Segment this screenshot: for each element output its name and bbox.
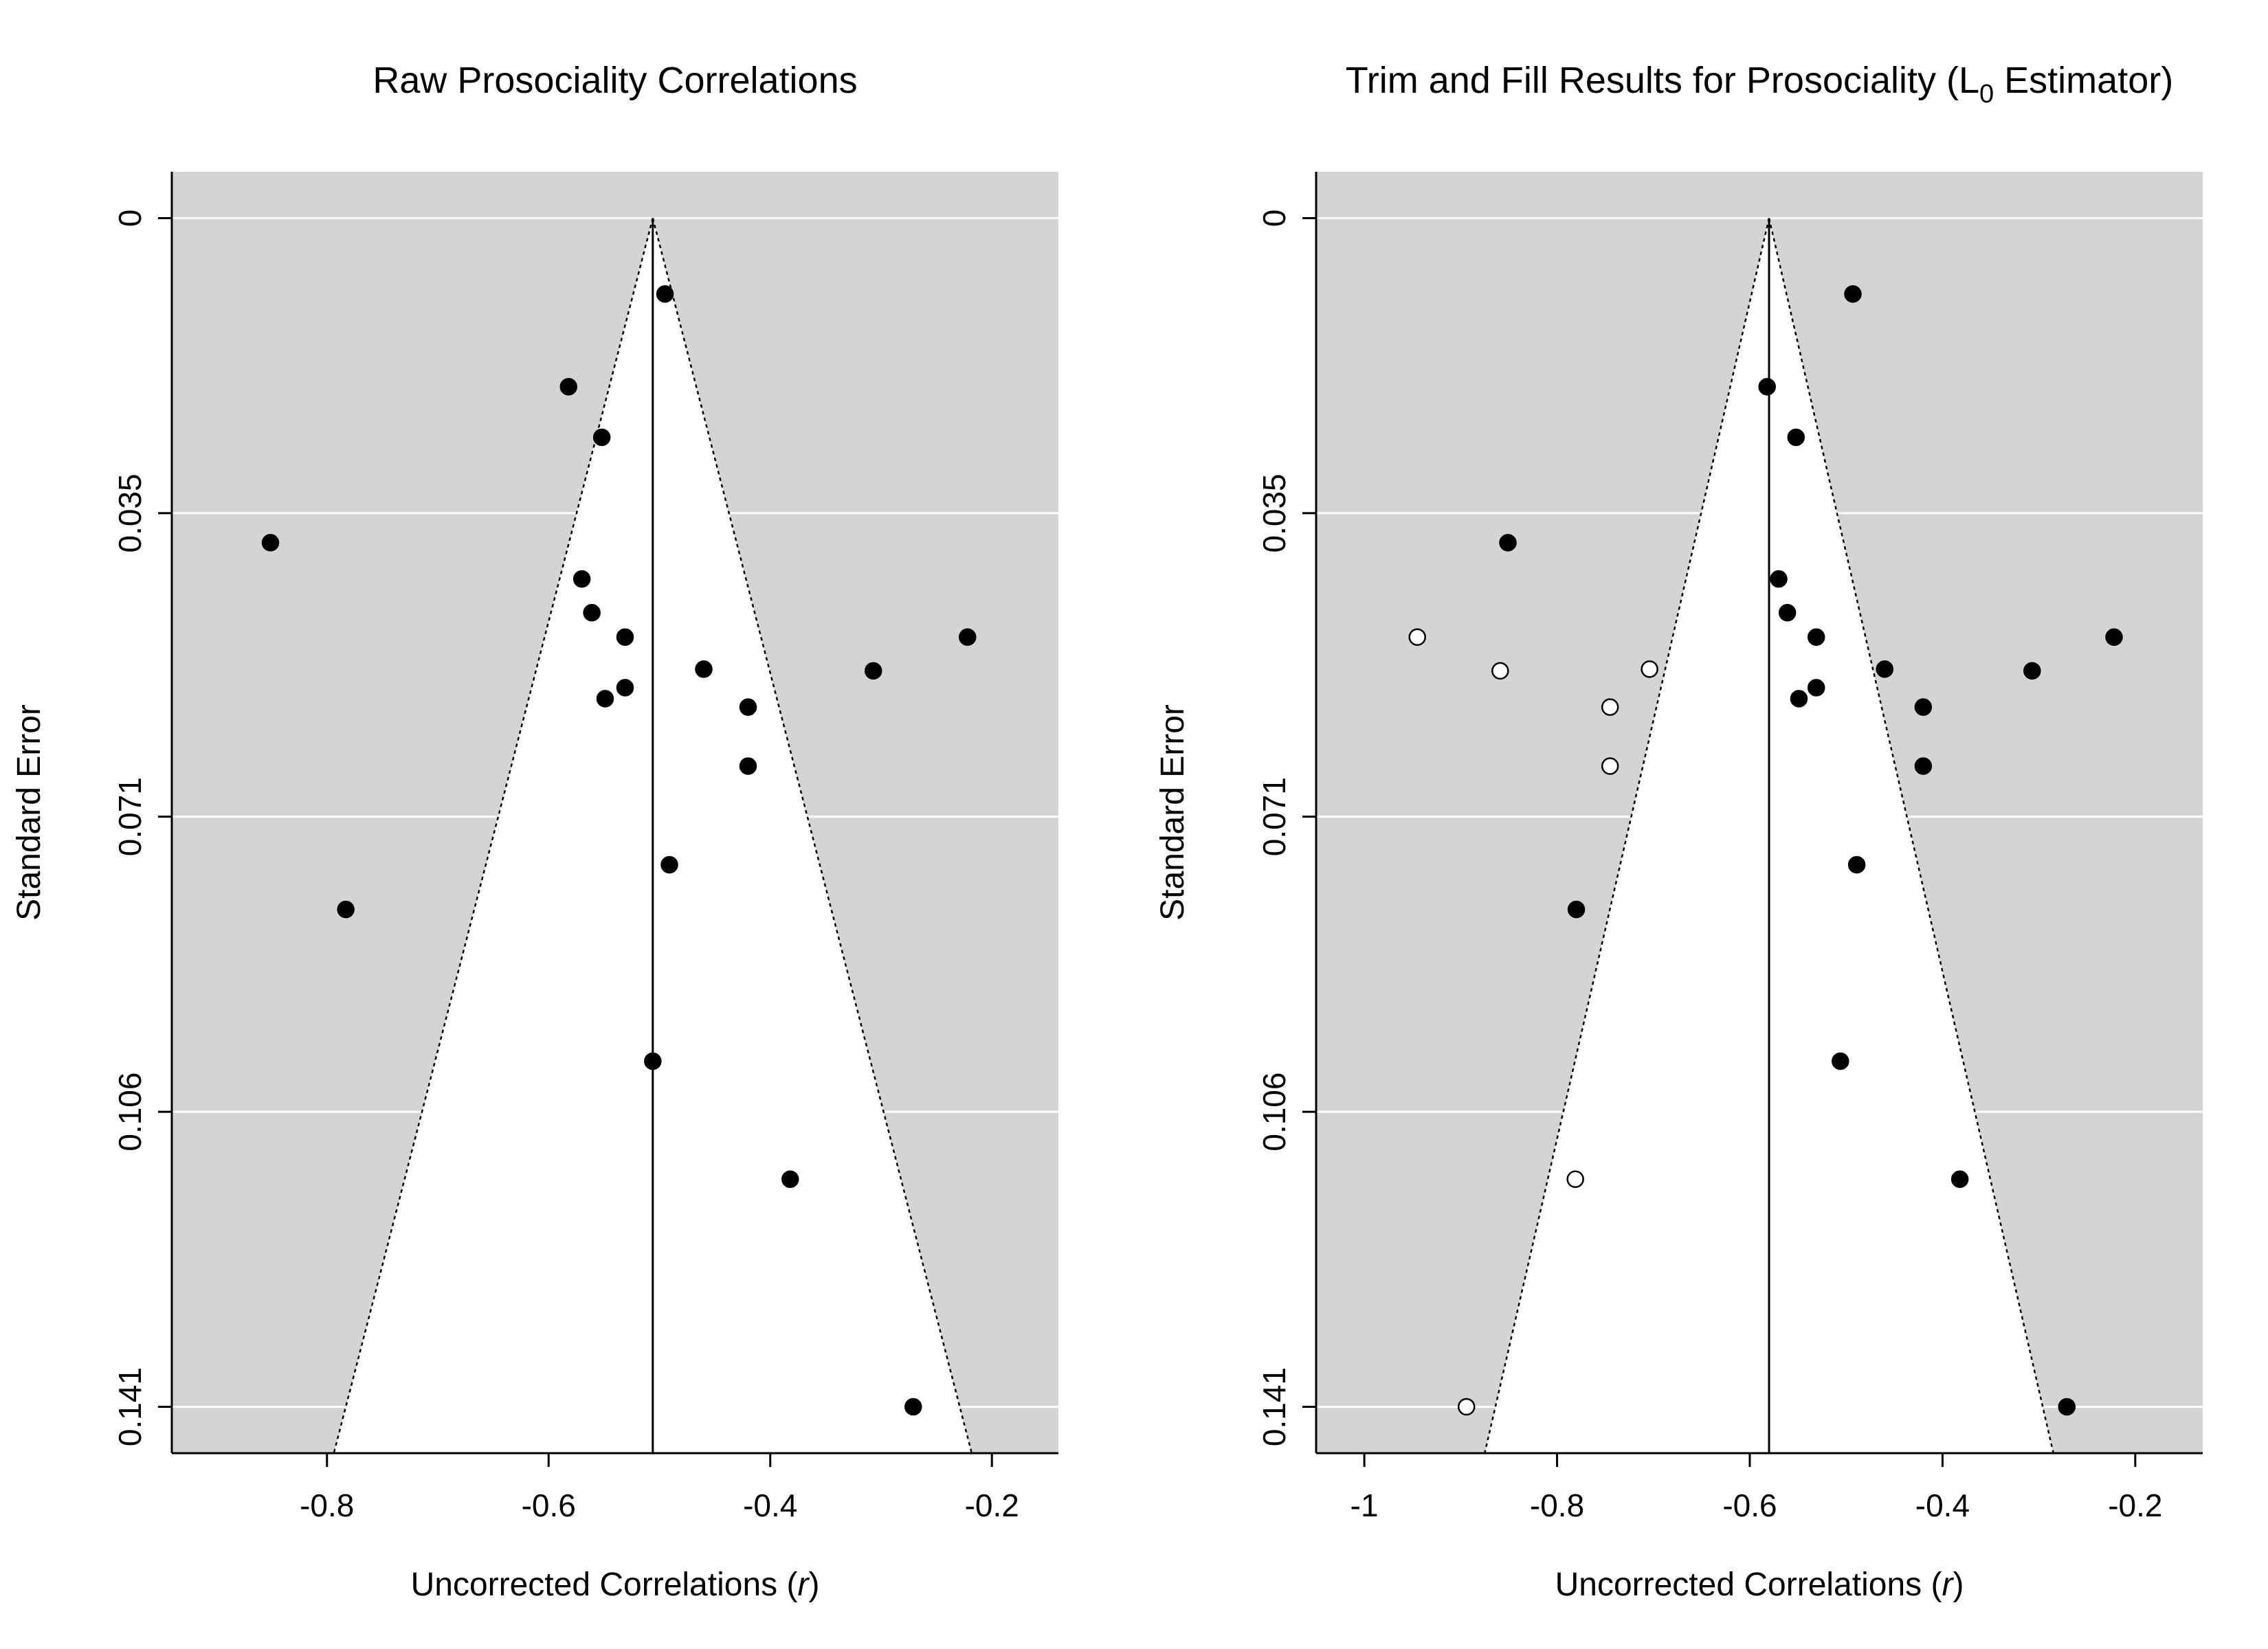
- chart-title-end: Estimator): [1994, 60, 2173, 101]
- data-point-observed: [1787, 428, 1805, 447]
- data-point-observed: [1847, 855, 1866, 874]
- data-point-observed: [2105, 628, 2123, 647]
- data-point-imputed: [1457, 1398, 1476, 1416]
- data-point-observed: [1950, 1170, 1969, 1188]
- data-point-observed: [1567, 900, 1586, 919]
- data-point-imputed: [1601, 757, 1619, 775]
- x-tick-label: -0.8: [300, 1488, 354, 1523]
- data-point-observed: [781, 1170, 799, 1188]
- funnel-left-edge: [1484, 218, 1770, 1454]
- y-tick-label: 0.035: [112, 473, 148, 552]
- data-point-observed: [616, 628, 634, 647]
- x-tick-label: -0.6: [522, 1488, 576, 1523]
- data-point-observed: [1832, 1052, 1849, 1070]
- x-tick-label: -0.2: [2108, 1488, 2162, 1523]
- x-tick-label: -0.2: [965, 1488, 1019, 1523]
- data-point-observed: [261, 534, 280, 552]
- data-point-observed: [695, 660, 713, 678]
- data-point-observed: [739, 698, 757, 716]
- chart-title-text: Raw Prosociality Correlations: [373, 60, 857, 101]
- data-point-observed: [592, 428, 611, 447]
- y-axis-label: Standard Error: [11, 704, 47, 921]
- data-point-observed: [1844, 285, 1862, 303]
- data-point-observed: [616, 679, 634, 697]
- chart-panel-trim-and-fill: 0 0.035 0.071 0.106 0.141 -1 -0.8 -0.6 -0.4 -0.2 T…: [1155, 60, 2203, 1603]
- data-point-observed: [959, 628, 977, 647]
- y-tick-label: 0.071: [112, 777, 148, 856]
- y-tick-label: 0.141: [112, 1367, 148, 1446]
- x-tick-label: -0.4: [743, 1488, 797, 1523]
- y-tick-label: 0.071: [1256, 777, 1292, 856]
- y-tick-label: 0: [1256, 210, 1292, 227]
- data-point-observed: [1778, 603, 1797, 622]
- data-point-observed: [1758, 378, 1776, 396]
- y-tick-label: 0.035: [1256, 473, 1292, 552]
- data-point-imputed: [1566, 1170, 1584, 1188]
- y-axis-label: Standard Error: [1155, 704, 1191, 921]
- chart-title: Raw Prosociality Correlations: [373, 60, 857, 101]
- data-point-observed: [1499, 534, 1517, 552]
- x-axis-label: Uncorrected Correlations (r): [411, 1567, 820, 1603]
- x-tick-label: -0.4: [1915, 1488, 1970, 1523]
- x-tick-label: -1: [1350, 1488, 1379, 1523]
- data-point-observed: [1790, 690, 1808, 708]
- y-tick-label: 0.106: [112, 1073, 148, 1152]
- data-point-observed: [660, 855, 678, 874]
- data-point-imputed: [1491, 662, 1509, 680]
- data-point-observed: [739, 757, 757, 775]
- x-axis-label-variable: r: [1942, 1567, 1954, 1603]
- data-point-observed: [656, 285, 674, 303]
- data-point-imputed: [1408, 628, 1426, 647]
- funnel-right-edge: [1768, 218, 2054, 1454]
- data-point-observed: [583, 603, 601, 622]
- data-point-observed: [1770, 570, 1788, 588]
- x-axis-label: Uncorrected Correlations (r): [1555, 1567, 1964, 1603]
- x-axis-label-close: ): [1953, 1567, 1964, 1603]
- chart-title: Trim and Fill Results for Prosociality (…: [1346, 60, 2173, 109]
- x-axis-label-close: ): [808, 1567, 819, 1603]
- data-point-imputed: [1641, 660, 1658, 678]
- x-axis-label-text: Uncorrected Correlations (: [1555, 1567, 1942, 1603]
- y-tick-label: 0.106: [1256, 1073, 1292, 1152]
- data-point-observed: [1876, 660, 1894, 678]
- y-tick-label: 0: [112, 210, 148, 227]
- data-point-observed: [337, 900, 355, 919]
- data-point-observed: [1807, 679, 1825, 697]
- chart-panel-raw: 0 0.035 0.071 0.106 0.141 -0.8 -0.6 -0.4 -0.2 Raw…: [11, 60, 1058, 1603]
- data-point-observed: [644, 1052, 662, 1070]
- data-point-observed: [2058, 1398, 2076, 1416]
- x-tick-label: -0.6: [1722, 1488, 1777, 1523]
- data-point-observed: [1914, 757, 1933, 775]
- data-point-observed: [596, 690, 614, 708]
- x-axis-label-variable: r: [797, 1567, 810, 1603]
- data-point-observed: [559, 378, 578, 396]
- x-tick-label: -0.8: [1530, 1488, 1584, 1523]
- x-axis-label-text: Uncorrected Correlations (: [411, 1567, 798, 1603]
- data-point-observed: [2023, 662, 2041, 680]
- chart-title-text: Trim and Fill Results for Prosociality (…: [1346, 60, 1979, 101]
- chart-title-subscript: 0: [1979, 80, 1994, 109]
- data-point-observed: [864, 662, 882, 680]
- data-point-observed: [904, 1398, 922, 1416]
- data-point-imputed: [1601, 698, 1619, 716]
- data-point-observed: [1807, 628, 1825, 647]
- data-point-observed: [572, 570, 591, 588]
- data-point-observed: [1914, 698, 1933, 716]
- y-tick-label: 0.141: [1256, 1367, 1292, 1446]
